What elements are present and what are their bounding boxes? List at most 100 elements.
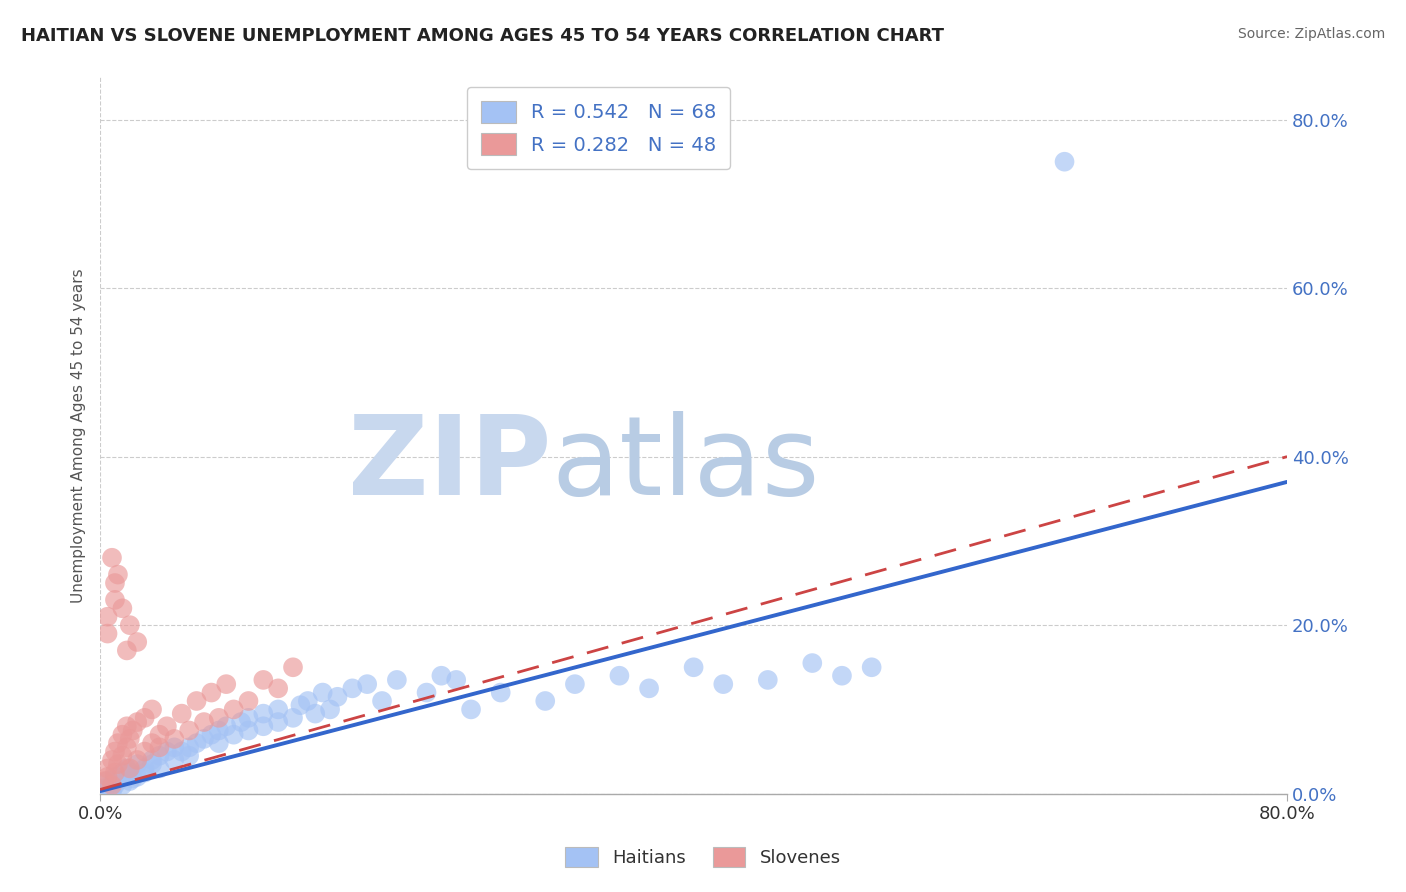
Point: [101, 753, 124, 767]
Point: [104, 745, 127, 759]
Point: [326, 690, 349, 704]
Point: [134, 745, 156, 759]
Point: [107, 567, 129, 582]
Point: [238, 711, 260, 725]
Point: [489, 685, 512, 699]
Point: [104, 592, 127, 607]
Point: [342, 681, 364, 696]
Point: [156, 719, 179, 733]
Point: [281, 660, 304, 674]
Point: [163, 731, 186, 746]
Point: [200, 728, 222, 742]
Point: [101, 550, 124, 565]
Point: [127, 757, 149, 772]
Point: [415, 685, 437, 699]
Point: [238, 694, 260, 708]
Point: [252, 719, 274, 733]
Point: [107, 736, 129, 750]
Point: [121, 723, 143, 738]
Point: [170, 706, 193, 721]
Point: [222, 728, 245, 742]
Point: [101, 778, 124, 792]
Point: [134, 761, 156, 775]
Point: [127, 770, 149, 784]
Point: [1053, 154, 1076, 169]
Point: [127, 753, 149, 767]
Point: [179, 723, 201, 738]
Point: [134, 765, 156, 780]
Point: [179, 748, 201, 763]
Point: [115, 719, 138, 733]
Point: [104, 770, 127, 784]
Point: [267, 714, 290, 729]
Point: [238, 723, 260, 738]
Point: [179, 740, 201, 755]
Point: [222, 702, 245, 716]
Point: [96, 770, 118, 784]
Point: [107, 774, 129, 789]
Point: [115, 761, 138, 775]
Point: [711, 677, 734, 691]
Point: [141, 757, 163, 772]
Text: HAITIAN VS SLOVENE UNEMPLOYMENT AMONG AGES 45 TO 54 YEARS CORRELATION CHART: HAITIAN VS SLOVENE UNEMPLOYMENT AMONG AG…: [21, 27, 943, 45]
Point: [118, 761, 141, 775]
Point: [96, 780, 118, 794]
Text: atlas: atlas: [551, 410, 820, 517]
Point: [134, 711, 156, 725]
Point: [170, 745, 193, 759]
Point: [460, 702, 482, 716]
Point: [193, 714, 215, 729]
Point: [148, 761, 170, 775]
Point: [107, 757, 129, 772]
Point: [609, 669, 631, 683]
Point: [208, 711, 231, 725]
Point: [115, 740, 138, 755]
Point: [290, 698, 312, 713]
Point: [96, 761, 118, 775]
Point: [111, 765, 134, 780]
Point: [215, 677, 238, 691]
Point: [148, 740, 170, 755]
Point: [96, 774, 118, 789]
Point: [564, 677, 586, 691]
Point: [101, 784, 124, 798]
Point: [141, 736, 163, 750]
Point: [385, 673, 408, 687]
Point: [215, 719, 238, 733]
Text: ZIP: ZIP: [347, 410, 551, 517]
Point: [111, 778, 134, 792]
Point: [638, 681, 661, 696]
Point: [208, 723, 231, 738]
Point: [141, 702, 163, 716]
Point: [200, 685, 222, 699]
Point: [208, 736, 231, 750]
Point: [267, 702, 290, 716]
Point: [127, 714, 149, 729]
Point: [252, 706, 274, 721]
Point: [267, 681, 290, 696]
Point: [186, 736, 208, 750]
Point: [148, 748, 170, 763]
Point: [371, 694, 394, 708]
Point: [93, 782, 115, 797]
Point: [115, 643, 138, 657]
Point: [104, 778, 127, 792]
Point: [163, 740, 186, 755]
Point: [304, 706, 326, 721]
Point: [118, 731, 141, 746]
Point: [148, 728, 170, 742]
Point: [430, 669, 453, 683]
Point: [127, 635, 149, 649]
Point: [118, 774, 141, 789]
Point: [163, 753, 186, 767]
Point: [111, 748, 134, 763]
Point: [118, 618, 141, 632]
Point: [193, 731, 215, 746]
Point: [104, 765, 127, 780]
Point: [756, 673, 779, 687]
Point: [312, 685, 335, 699]
Point: [534, 694, 557, 708]
Y-axis label: Unemployment Among Ages 45 to 54 years: Unemployment Among Ages 45 to 54 years: [72, 268, 86, 603]
Point: [156, 745, 179, 759]
Point: [860, 660, 883, 674]
